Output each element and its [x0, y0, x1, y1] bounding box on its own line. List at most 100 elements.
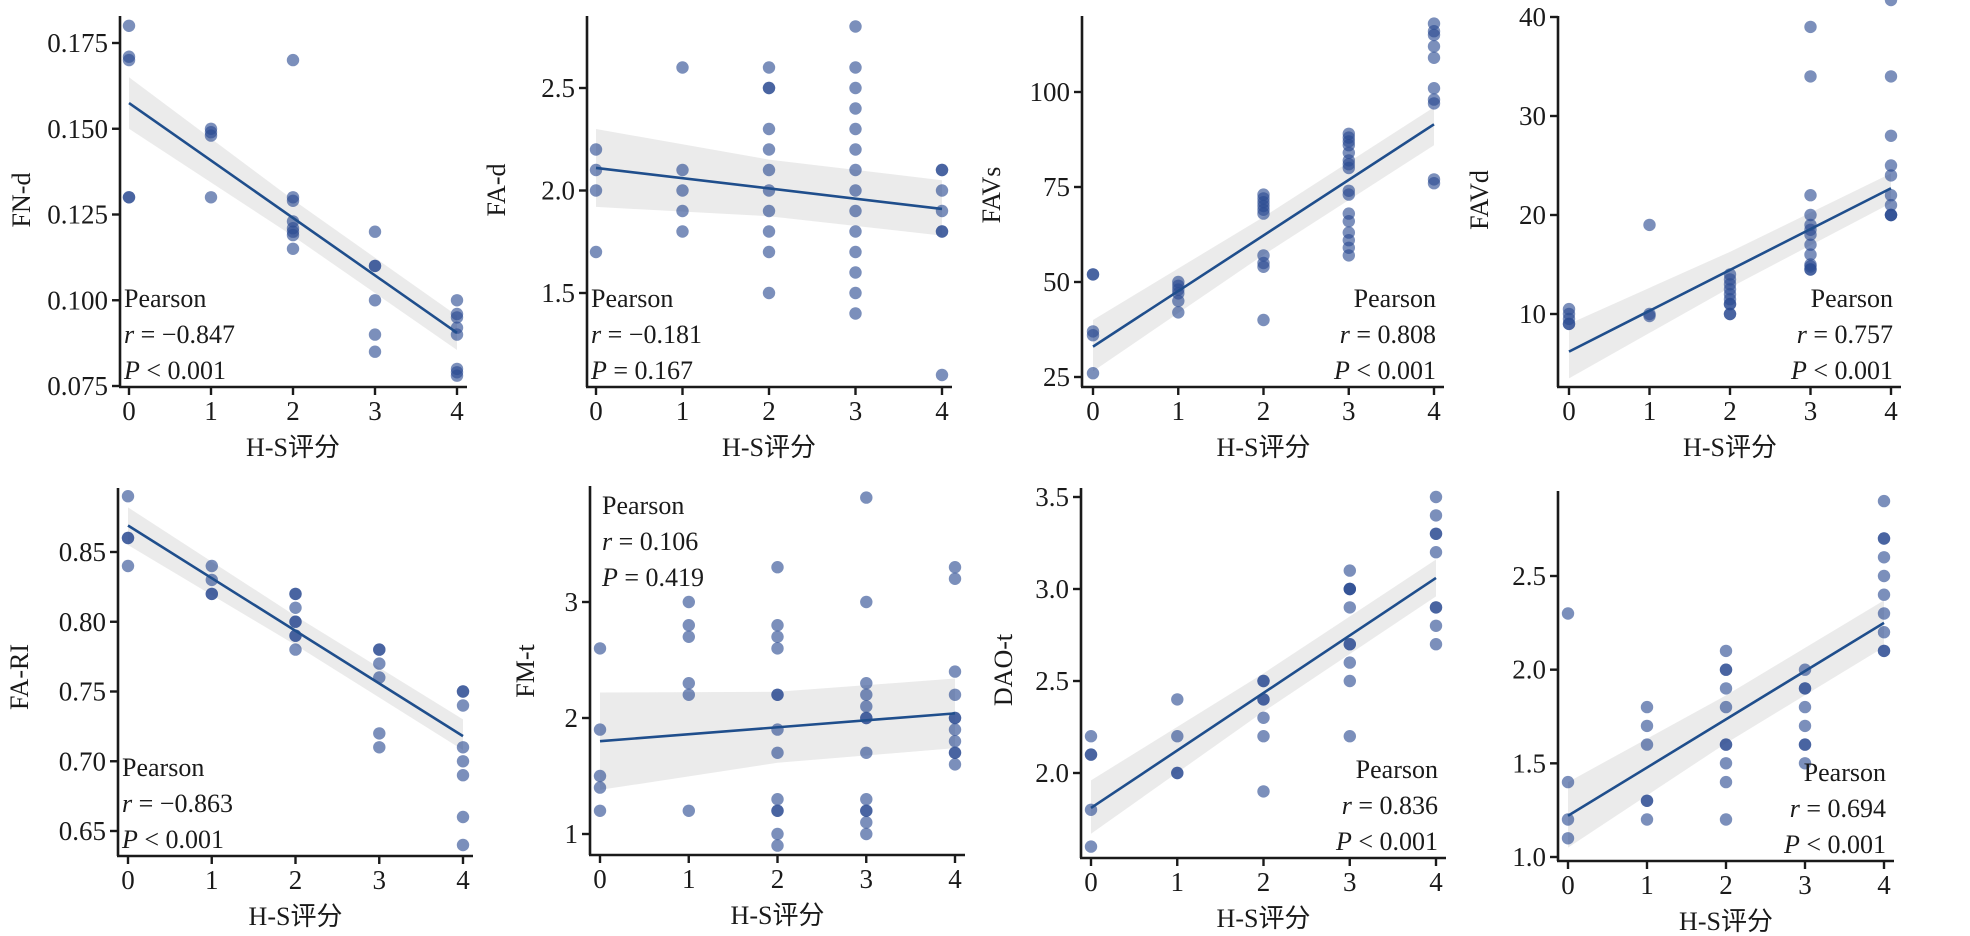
x-tick-label: 0	[1562, 396, 1576, 426]
stat-p-value: P < 0.001	[1333, 356, 1436, 385]
scatter-panel-8: 0 1 2 3 4 1.0 1.5 2.0 2.5 H-S评分 Pearson r = 0.694 P …	[1512, 491, 1894, 936]
data-point	[1257, 313, 1270, 327]
data-point	[849, 245, 862, 259]
y-tick-label: 20	[1519, 200, 1546, 230]
data-point	[122, 19, 136, 32]
y-tick-label: 0.100	[47, 285, 108, 315]
data-point	[373, 657, 386, 670]
data-point	[849, 307, 862, 320]
data-point	[286, 242, 300, 255]
x-tick-label: 0	[122, 396, 136, 426]
x-tick-label: 4	[450, 396, 464, 426]
data-point	[1798, 700, 1812, 714]
data-point	[1343, 601, 1357, 614]
x-tick-label: 2	[1257, 867, 1271, 897]
data-point	[589, 163, 603, 177]
y-tick-label: 3	[565, 587, 579, 617]
x-tick-label: 2	[286, 396, 300, 426]
data-point	[593, 723, 607, 736]
data-point	[676, 204, 689, 218]
data-point	[289, 643, 302, 656]
stat-r-value: r = 0.106	[602, 527, 698, 556]
data-point	[286, 194, 300, 207]
data-point	[1719, 700, 1733, 714]
x-tick-label: 1	[1172, 396, 1186, 426]
x-tick-label: 0	[1561, 870, 1575, 900]
data-point	[286, 228, 300, 242]
data-point	[1427, 82, 1441, 95]
x-tick-label: 4	[935, 396, 949, 426]
data-point	[1562, 317, 1576, 331]
data-point	[860, 677, 873, 690]
regression-line	[1090, 576, 1437, 810]
y-tick-label: 1.5	[541, 278, 575, 308]
data-point	[948, 572, 962, 585]
x-tick-label: 3	[860, 864, 874, 894]
data-point	[771, 630, 784, 643]
x-tick-label: 1	[1643, 396, 1657, 426]
regression-line	[599, 712, 956, 743]
data-point	[121, 531, 135, 545]
data-point	[1427, 97, 1441, 110]
data-point	[935, 204, 949, 218]
data-point	[1257, 674, 1270, 688]
x-tick-label: 4	[1884, 396, 1898, 426]
data-point	[849, 20, 862, 33]
data-point	[1798, 682, 1812, 695]
data-point	[1640, 738, 1654, 751]
data-point	[682, 677, 695, 690]
data-point	[1429, 601, 1443, 614]
y-tick-label: 100	[1030, 77, 1071, 107]
data-point	[1719, 757, 1733, 770]
x-tick-label: 4	[1429, 867, 1443, 897]
y-tick-label: 2.5	[1512, 561, 1546, 591]
x-tick-label: 2	[762, 396, 776, 426]
y-tick-label: 40	[1519, 2, 1546, 32]
data-point	[771, 746, 784, 759]
data-point	[860, 816, 873, 829]
x-tick-label: 2	[289, 865, 303, 895]
data-point	[762, 184, 776, 197]
data-point	[849, 122, 862, 136]
data-point	[860, 491, 873, 504]
data-point	[368, 294, 382, 307]
y-tick-label: 2.5	[541, 73, 575, 103]
data-point	[849, 286, 862, 300]
y-tick-label: 0.80	[59, 607, 106, 637]
x-tick-label: 0	[1084, 867, 1098, 897]
data-point	[1877, 532, 1891, 545]
data-point	[860, 793, 873, 806]
data-point	[771, 619, 784, 632]
x-tick-label: 0	[1086, 396, 1100, 426]
data-point	[1723, 297, 1737, 311]
data-point	[771, 793, 784, 806]
data-point	[456, 755, 470, 768]
stat-method: Pearson	[124, 284, 206, 313]
data-point	[1343, 638, 1357, 651]
regression-line	[128, 101, 458, 334]
data-point	[1086, 367, 1100, 380]
data-point	[849, 143, 862, 156]
stat-p-value: P = 0.419	[601, 563, 704, 592]
data-point	[1429, 619, 1443, 632]
y-tick-label: 2	[565, 703, 579, 733]
data-point	[1640, 813, 1654, 826]
data-point	[860, 688, 873, 701]
data-point	[1343, 730, 1357, 743]
y-tick-label: 3.5	[1035, 482, 1069, 512]
x-tick-label: 2	[771, 864, 785, 894]
stat-p-value: P = 0.167	[590, 356, 693, 385]
data-point	[368, 259, 382, 273]
stat-method: Pearson	[1354, 284, 1436, 313]
stat-p-value: P < 0.001	[1335, 827, 1438, 856]
data-point	[456, 810, 470, 824]
pearson-annotation: Pearson r = 0.106 P = 0.419	[601, 491, 704, 592]
data-point	[1643, 218, 1656, 232]
data-point	[762, 81, 776, 95]
data-point	[935, 163, 949, 177]
data-point	[122, 53, 136, 67]
stat-r-value: r = 0.808	[1340, 320, 1436, 349]
confidence-band	[128, 507, 463, 751]
data-point	[771, 827, 784, 841]
data-point	[1171, 730, 1184, 743]
